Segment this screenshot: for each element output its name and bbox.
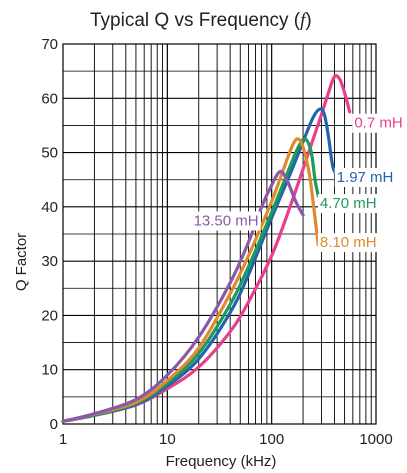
y-tick-label: 70	[41, 36, 58, 53]
y-axis-label: Q Factor	[13, 233, 30, 291]
series-label: 4.70 mH	[320, 195, 377, 212]
series-label-group: 13.50 mH	[191, 211, 261, 231]
chart-title-text: Typical Q vs Frequency	[90, 10, 289, 31]
x-tick-label: 100	[259, 431, 284, 448]
series-line-1-97-mh	[61, 107, 337, 423]
y-tick-label: 40	[41, 199, 58, 216]
series-label-background	[334, 168, 396, 187]
series-line-13-50-mh	[61, 169, 305, 423]
series-label-group: 0.7 mH	[352, 113, 405, 133]
chart-title: Typical Q vs Frequency (f)	[90, 10, 312, 31]
series-label-background	[352, 113, 405, 133]
series-label: 8.10 mH	[320, 234, 377, 251]
x-tick-label: 1	[59, 431, 67, 448]
series-label: 1.97 mH	[337, 169, 394, 186]
series-label-background	[317, 194, 379, 214]
y-tick-label: 10	[41, 362, 58, 379]
series-label-background	[191, 211, 261, 231]
x-axis-label: Frequency (kHz)	[166, 453, 277, 470]
series-label-group: 1.97 mH	[334, 168, 396, 187]
y-tick-label: 20	[41, 307, 58, 324]
chart-title-symbol: f	[300, 10, 308, 31]
series-label-group: 8.10 mH	[317, 233, 379, 253]
series-label: 13.50 mH	[194, 212, 259, 229]
y-tick-label: 50	[41, 145, 58, 162]
y-tick-label: 0	[50, 416, 58, 433]
series-label: 0.7 mH	[354, 115, 402, 132]
y-tick-label: 60	[41, 90, 58, 107]
series-label-background	[317, 233, 379, 253]
series-labels: 0.7 mH 1.97 mH 4.70 mH 8.10 mH 13.50 mH	[191, 113, 405, 253]
series-label-group: 4.70 mH	[317, 194, 379, 214]
x-tick-label: 1000	[359, 431, 392, 448]
series-layer	[61, 74, 352, 423]
y-tick-label: 30	[41, 253, 58, 270]
tick-labels: 1 10 100 1000 0 10 20 30 40 50 60 70	[41, 36, 392, 448]
series-line-8-10-mh	[61, 137, 320, 423]
x-tick-label: 10	[159, 431, 176, 448]
